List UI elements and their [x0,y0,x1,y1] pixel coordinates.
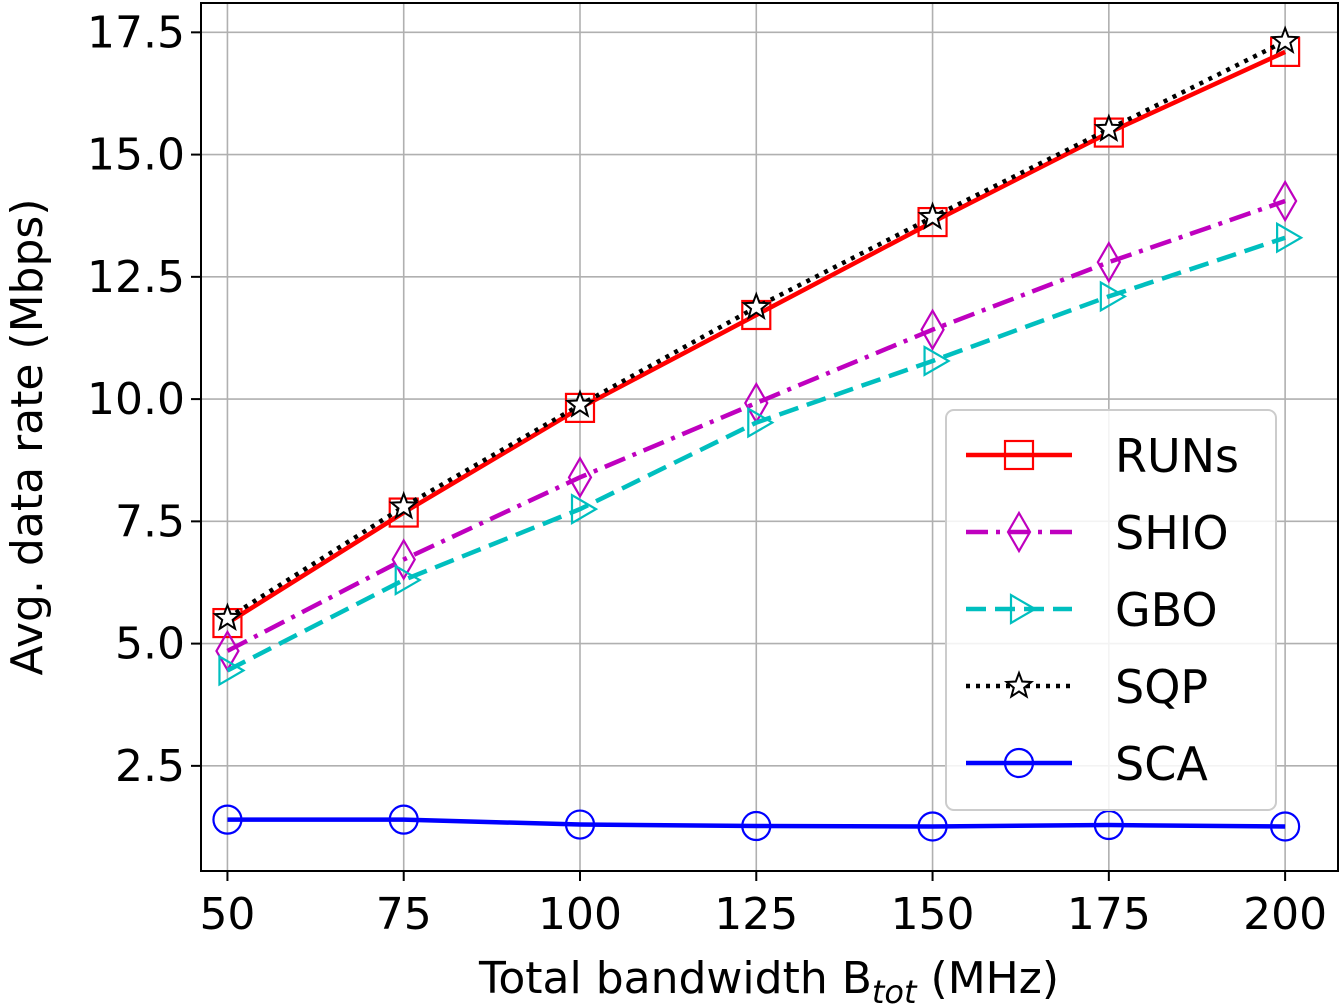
data-point-shio [920,308,945,351]
legend-marker-sqp [1003,670,1035,699]
axis-ticks [191,31,1287,881]
data-point-gbo [1276,221,1304,254]
x-tick-label: 175 [1067,889,1151,940]
data-point-sqp [564,389,596,418]
legend-label-runs: RUNs [1115,429,1239,483]
x-tick-label: 75 [376,889,432,940]
legend-marker-gbo [1009,593,1038,625]
data-point-gbo [747,406,775,439]
data-point-shio [1272,179,1298,223]
series-sca [212,804,1301,842]
data-point-shio [1096,240,1122,284]
series-layer [212,25,1304,842]
x-tick-label: 50 [199,889,255,940]
x-axis-label-subscript: tot [872,973,918,1005]
y-tick-label: 17.5 [87,7,185,58]
legend-label-shio: SHIO [1115,506,1229,560]
data-point-sca [564,809,596,840]
y-axis-label: Avg. data rate (Mbps) [2,199,53,676]
legend-label-gbo: GBO [1115,583,1218,637]
data-point-sca [1093,809,1124,841]
data-point-shio [567,456,593,499]
data-point-gbo [394,564,422,596]
x-axis-label-unit: (MHz) [917,953,1059,1004]
series-line-shio [226,198,1286,653]
legend-marker-runs [1003,439,1035,471]
legend-marker-sca [1003,747,1035,779]
series-line-gbo [226,235,1286,673]
data-point-sca [212,804,243,835]
y-tick-label: 7.5 [115,496,185,547]
y-tick-label: 12.5 [87,252,185,303]
x-tick-label: 150 [891,889,975,940]
plot-frame [200,2,1339,872]
legend-label-sca: SCA [1115,737,1208,791]
x-tick-labels: 50 75 100 125 150 175 200 [199,889,1327,940]
series-gbo [218,221,1304,687]
x-tick-label: 100 [538,889,622,940]
series-line-sca [227,817,1286,829]
legend-marker-shio [1006,510,1032,554]
data-point-gbo [923,345,951,377]
data-point-sqp [917,201,948,230]
x-tick-label: 200 [1243,889,1327,940]
data-point-sca [1270,811,1301,842]
x-tick-label: 125 [714,889,798,940]
data-point-sqp [212,602,243,631]
data-point-shio [391,538,416,581]
data-point-sqp [1270,25,1301,54]
data-point-sqp [388,490,419,520]
data-point-sca [388,804,419,835]
legend-box [945,409,1277,811]
data-point-gbo [218,654,246,687]
x-axis-label: Total bandwidth Btot (MHz) [478,953,1059,1005]
data-point-gbo [570,493,599,525]
data-point-sca [741,810,772,842]
legend: RUNs SHIO GBO SQP SCA [945,409,1277,811]
legend-label-sqp: SQP [1115,660,1208,714]
data-point-sqp [741,291,772,320]
data-point-sca [917,811,948,842]
x-axis-label-main: Total bandwidth B [478,953,872,1004]
y-tick-label: 10.0 [87,374,185,425]
series-sqp [212,25,1301,631]
y-tick-labels: 2.5 5.0 7.5 10.0 12.5 15.0 17.5 [87,7,185,792]
data-point-sqp [1093,113,1124,142]
y-tick-label: 2.5 [115,741,185,792]
data-point-gbo [1099,280,1128,313]
y-tick-label: 5.0 [115,619,185,670]
y-tick-label: 15.0 [87,130,185,181]
